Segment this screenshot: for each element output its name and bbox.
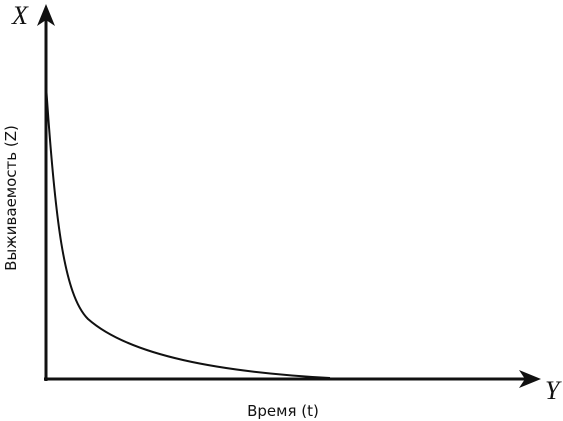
x-axis-arrow — [519, 370, 541, 388]
survival-curve — [45, 84, 331, 379]
x-axis-letter: Y — [545, 376, 562, 405]
x-axis-label: Время (t) — [247, 402, 319, 420]
y-axis-letter: X — [11, 1, 29, 30]
y-axis-arrow — [37, 4, 55, 26]
y-axis-label: Выживаемость (Z) — [2, 125, 20, 271]
